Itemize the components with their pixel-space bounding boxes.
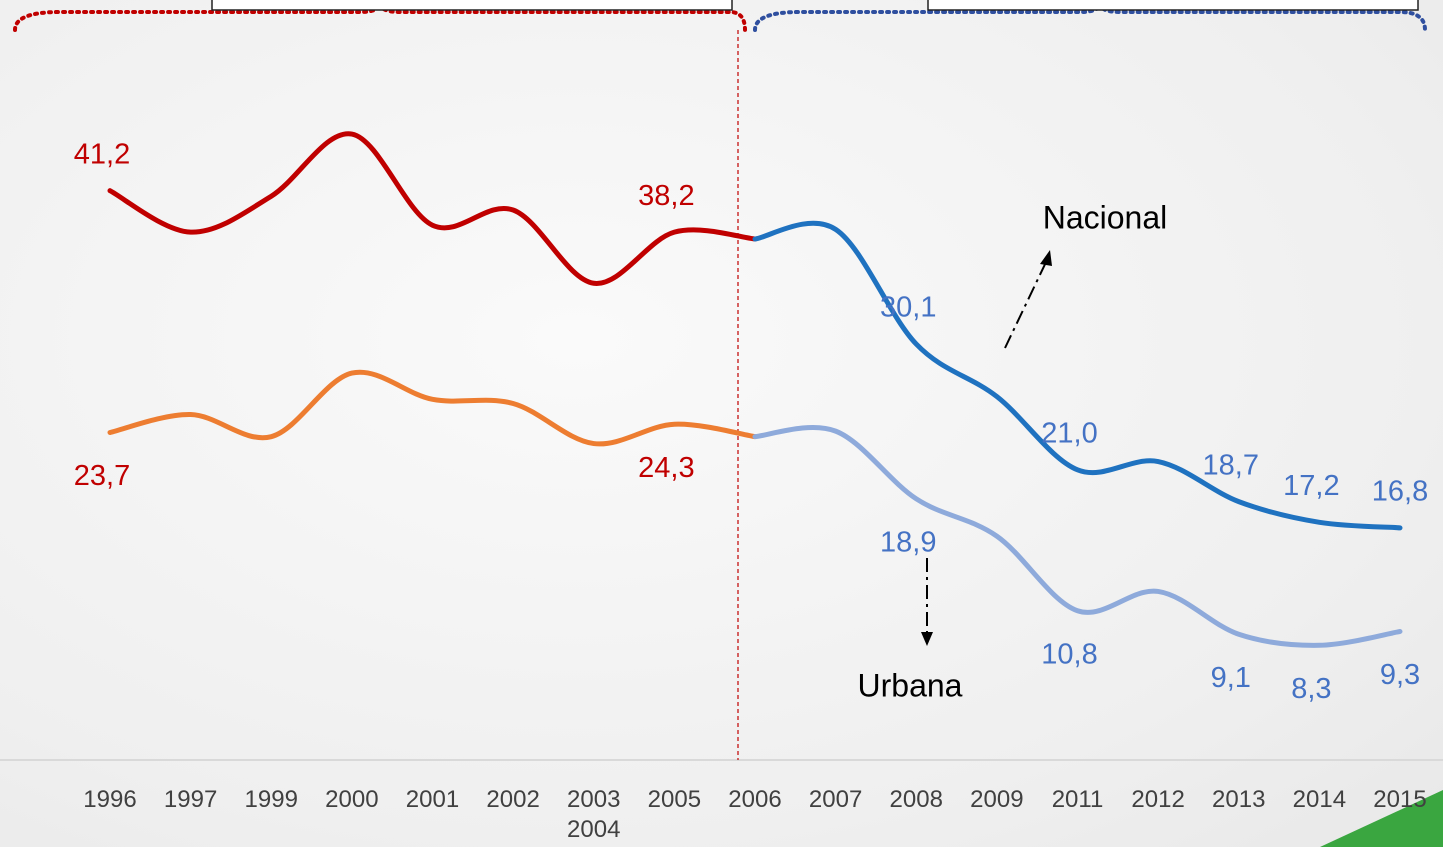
x-tick-label: 2006 bbox=[728, 786, 782, 813]
annotation-arrow bbox=[1004, 259, 1048, 349]
data-label: 8,3 bbox=[1291, 673, 1331, 705]
x-tick-label: 2008 bbox=[889, 786, 943, 813]
data-label: 38,2 bbox=[638, 180, 694, 212]
data-label: 41,2 bbox=[74, 138, 130, 170]
data-label: 18,9 bbox=[880, 526, 936, 558]
x-tick-label: 2009 bbox=[970, 786, 1024, 813]
x-tick-label: 2000 bbox=[325, 786, 379, 813]
x-tick-label: 2003 2004 bbox=[567, 786, 621, 843]
line-series bbox=[107, 131, 758, 286]
data-label: 18,7 bbox=[1203, 449, 1259, 481]
annotation: Urbana bbox=[858, 667, 963, 703]
header-box bbox=[211, 0, 733, 11]
data-label: 9,1 bbox=[1211, 662, 1251, 694]
x-tick-label: 2001 bbox=[405, 786, 460, 813]
data-label: 30,1 bbox=[880, 292, 936, 324]
annotation: Nacional bbox=[1043, 199, 1168, 235]
arrowhead bbox=[1040, 250, 1052, 266]
arrowhead bbox=[921, 632, 933, 646]
x-tick-label: 1996 bbox=[83, 786, 137, 813]
x-tick-label: 2015 bbox=[1373, 786, 1427, 813]
data-label: 16,8 bbox=[1372, 476, 1428, 508]
line-series bbox=[107, 369, 758, 447]
x-tick-label: 2011 bbox=[1051, 786, 1104, 813]
x-tick-label: 2013 bbox=[1212, 786, 1266, 813]
x-tick-label: 1999 bbox=[244, 786, 298, 813]
data-label: 10,8 bbox=[1041, 638, 1097, 670]
x-tick-label: 2005 bbox=[647, 786, 702, 813]
data-label: 17,2 bbox=[1283, 470, 1339, 502]
header-box bbox=[927, 0, 1419, 11]
x-tick-label: 2014 bbox=[1292, 786, 1347, 813]
corner-decoration bbox=[1320, 790, 1443, 847]
x-tick-label: 2002 bbox=[486, 786, 540, 813]
data-label: 24,3 bbox=[638, 452, 694, 484]
data-label: 9,3 bbox=[1380, 659, 1420, 691]
line-series bbox=[752, 425, 1403, 648]
x-tick-label: 1997 bbox=[163, 786, 218, 813]
data-label: 21,0 bbox=[1041, 417, 1097, 449]
x-tick-label: 2012 bbox=[1131, 786, 1185, 813]
data-label: 23,7 bbox=[74, 460, 130, 492]
x-tick-label: 2007 bbox=[808, 786, 863, 813]
line-series bbox=[752, 220, 1403, 531]
